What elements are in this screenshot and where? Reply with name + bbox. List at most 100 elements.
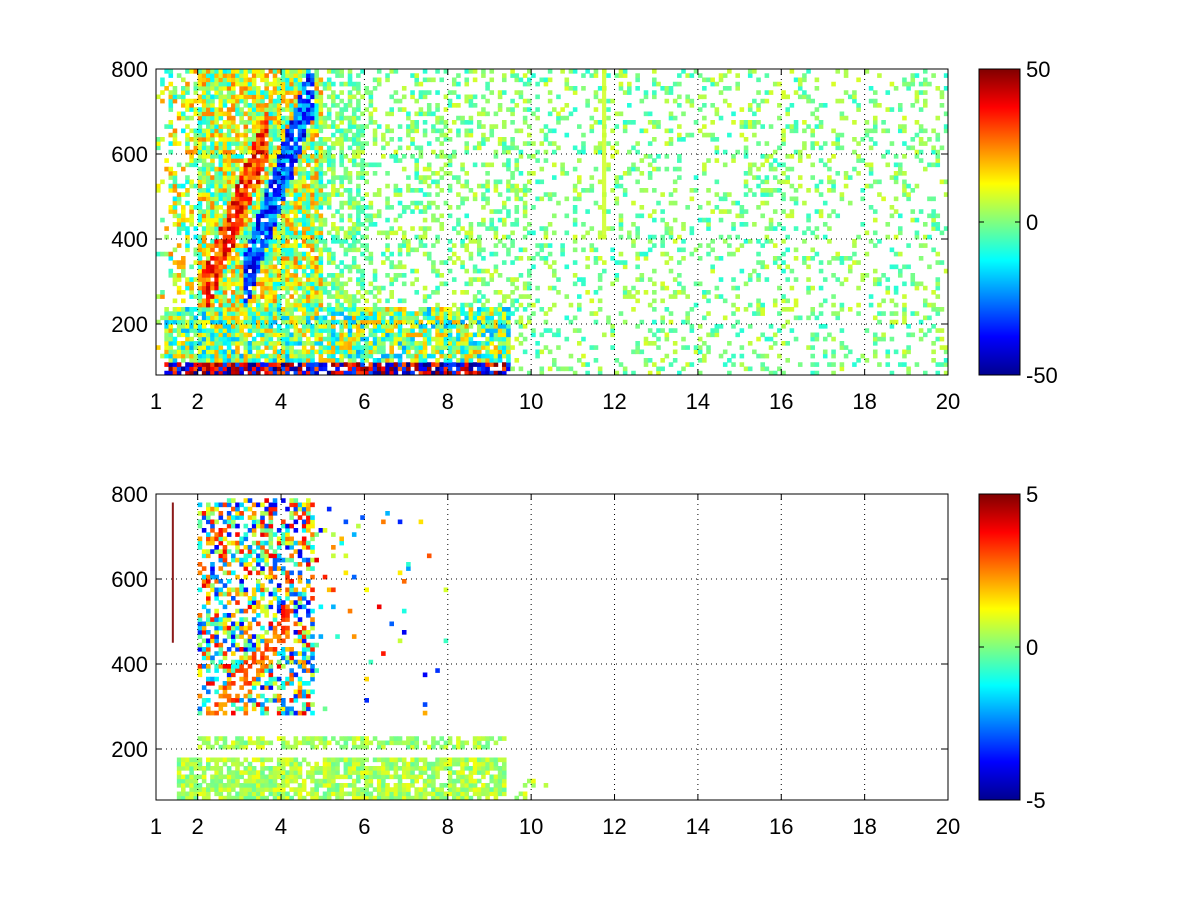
heatmap-cell <box>314 328 319 333</box>
heatmap-cell <box>268 345 274 350</box>
heatmap-cell <box>435 179 440 185</box>
heatmap-cell <box>535 349 540 355</box>
heatmap-cell <box>214 115 219 121</box>
heatmap-cell <box>239 234 244 240</box>
heatmap-cell <box>297 362 303 367</box>
heatmap-cell <box>777 264 782 270</box>
heatmap-cell <box>222 349 228 355</box>
heatmap-cell <box>831 256 836 261</box>
heatmap-cell <box>201 268 207 274</box>
heatmap-cell <box>493 209 499 214</box>
heatmap-cell <box>268 128 274 134</box>
heatmap-cell <box>685 345 690 350</box>
heatmap-cell <box>506 328 511 333</box>
heatmap-cell <box>193 111 199 117</box>
heatmap-cell <box>460 353 465 359</box>
heatmap-cell <box>222 200 228 206</box>
heatmap-cell <box>243 243 249 248</box>
heatmap-cell <box>497 328 503 333</box>
heatmap-cell <box>493 358 499 363</box>
heatmap-cell <box>777 103 782 108</box>
heatmap-cell <box>464 353 470 359</box>
heatmap-cell <box>552 149 557 155</box>
heatmap-cell <box>443 107 449 112</box>
heatmap-cell <box>460 332 465 338</box>
heatmap-cell <box>218 132 224 138</box>
heatmap-cell <box>218 302 224 308</box>
heatmap-cell <box>501 149 507 155</box>
heatmap-cell <box>506 336 511 342</box>
heatmap-cell <box>347 349 353 355</box>
heatmap-cell <box>418 319 424 325</box>
heatmap-cell <box>172 137 178 142</box>
heatmap-cell <box>489 336 495 342</box>
heatmap-cell <box>497 358 503 363</box>
heatmap-cell <box>431 260 436 265</box>
heatmap-cell <box>189 294 194 299</box>
heatmap-cell <box>347 77 353 83</box>
heatmap-cell <box>326 77 332 83</box>
heatmap-cell <box>297 222 303 227</box>
heatmap-cell <box>781 226 786 231</box>
heatmap-cell <box>660 192 665 197</box>
heatmap-cell <box>739 120 745 125</box>
heatmap-cell <box>218 370 224 376</box>
heatmap-cell <box>818 192 824 197</box>
heatmap-cell <box>668 362 674 367</box>
heatmap-cell <box>547 90 553 95</box>
heatmap-cell <box>243 319 249 325</box>
heatmap-cell <box>168 311 174 316</box>
heatmap-cell <box>260 336 265 342</box>
heatmap-cell <box>272 366 278 372</box>
heatmap-cell <box>472 196 478 202</box>
heatmap-cell <box>660 234 665 240</box>
heatmap-cell <box>652 90 657 95</box>
heatmap-cell <box>218 179 224 185</box>
heatmap-cell <box>351 345 357 350</box>
heatmap-cell <box>351 234 357 240</box>
heatmap-cell <box>268 166 274 172</box>
heatmap-cell <box>493 328 499 333</box>
heatmap-cell <box>306 349 311 355</box>
heatmap-cell <box>781 141 786 146</box>
heatmap-cell <box>206 353 211 359</box>
heatmap-cell <box>401 166 407 172</box>
heatmap-cell <box>276 188 282 193</box>
heatmap-cell <box>335 111 340 117</box>
heatmap-cell <box>239 158 244 163</box>
heatmap-cell <box>456 324 461 329</box>
heatmap-cell <box>614 196 620 202</box>
heatmap-cell <box>314 290 319 295</box>
heatmap-cell <box>368 281 374 287</box>
heatmap-cell <box>235 324 240 329</box>
heatmap-cell <box>314 247 319 253</box>
heatmap-cell <box>318 111 324 117</box>
heatmap-cell <box>193 366 199 372</box>
heatmap-cell <box>577 158 582 163</box>
heatmap-cell <box>422 77 428 83</box>
heatmap-cell <box>222 217 228 223</box>
heatmap-cell <box>306 234 311 240</box>
heatmap-cell <box>414 111 420 117</box>
heatmap-cell <box>260 196 265 202</box>
heatmap-cell <box>268 115 274 121</box>
heatmap-cell <box>197 145 203 151</box>
heatmap-cell <box>347 179 353 185</box>
heatmap-cell <box>276 115 282 121</box>
heatmap-cell <box>635 149 640 155</box>
heatmap-cell <box>489 324 495 329</box>
heatmap-cell <box>189 209 194 214</box>
heatmap-cell <box>764 336 770 342</box>
heatmap-cell <box>489 90 495 95</box>
heatmap-cell <box>218 77 224 83</box>
heatmap-cell <box>231 370 236 376</box>
heatmap-cell <box>364 90 369 95</box>
heatmap-cell <box>347 324 353 329</box>
heatmap-cell <box>531 328 536 333</box>
heatmap-cell <box>577 124 582 129</box>
heatmap-cell <box>485 311 490 316</box>
heatmap-cell <box>347 294 353 299</box>
heatmap-cell <box>435 217 440 223</box>
heatmap-cell <box>247 362 253 367</box>
heatmap-cell <box>431 200 436 206</box>
